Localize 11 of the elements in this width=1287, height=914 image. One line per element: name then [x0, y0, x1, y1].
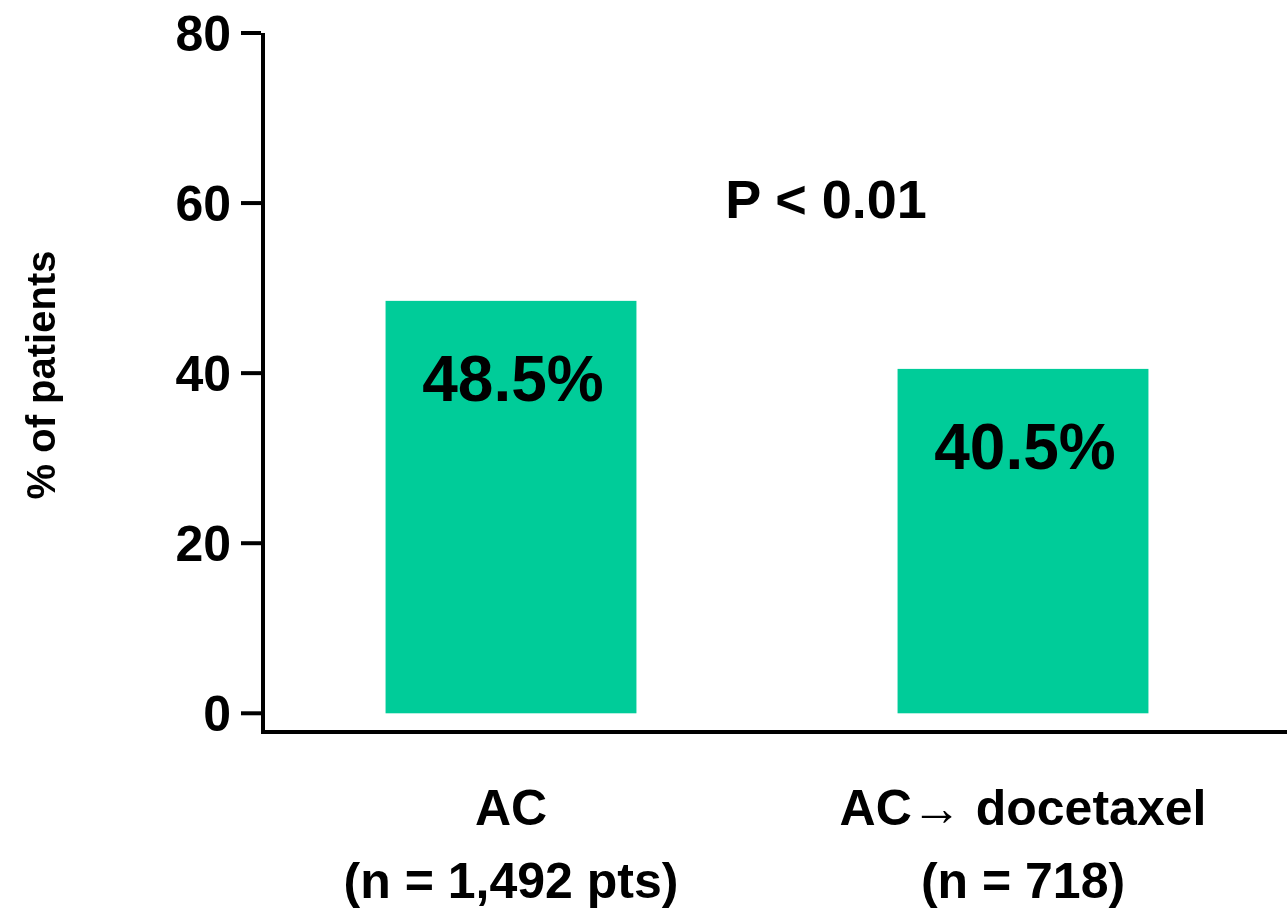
y-tick-label: 40 — [175, 346, 231, 403]
y-tick-label: 0 — [203, 686, 231, 743]
x-tick-label: AC→ docetaxel (n = 718) — [839, 780, 1207, 909]
data-label: 48.5% — [422, 342, 604, 415]
data-label: 40.5% — [934, 410, 1116, 483]
y-tick-label: 60 — [175, 176, 231, 233]
y-axis-title: % of patients — [19, 250, 63, 500]
x-tick-label: AC (n = 1,492 pts) — [343, 780, 679, 909]
y-tick-label: 20 — [175, 516, 231, 573]
annotation: P < 0.01 — [725, 169, 927, 229]
y-tick-label: 80 — [175, 6, 231, 62]
